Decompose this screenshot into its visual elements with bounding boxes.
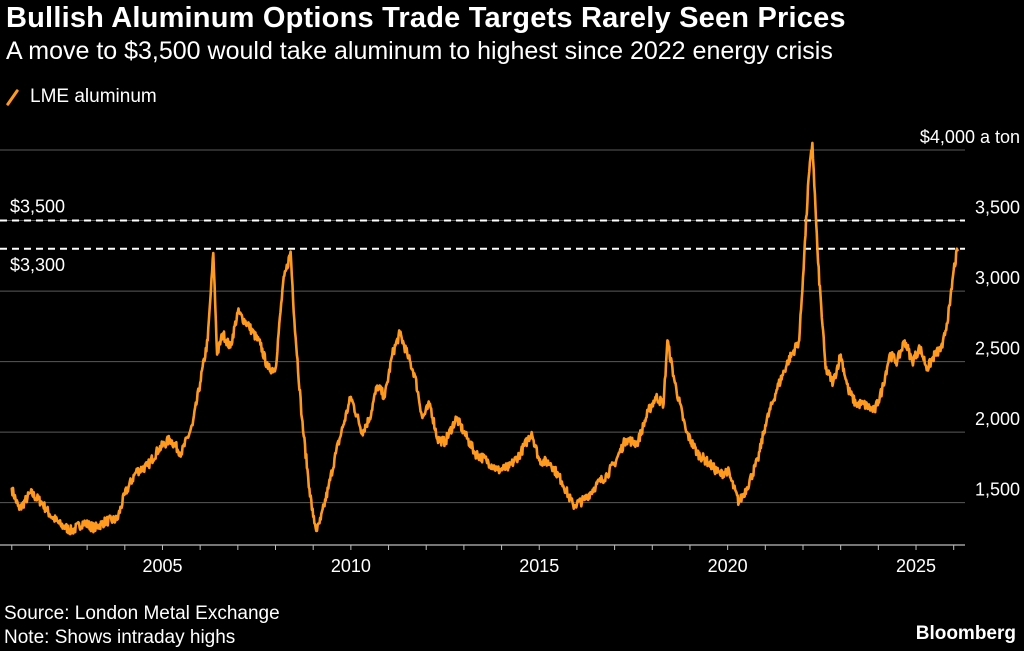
- y-tick-label: 3,500: [975, 198, 1020, 218]
- x-tick-label: 2010: [331, 556, 371, 576]
- y-tick-label: 1,500: [975, 480, 1020, 500]
- source-note: Source: London Metal Exchange: [4, 603, 280, 624]
- reference-lines: $3,500 $3,300: [0, 197, 965, 275]
- series-layer: [10, 141, 959, 536]
- chart-subtitle: A move to $3,500 would take aluminum to …: [6, 37, 833, 65]
- y-tick-label: 3,000: [975, 268, 1020, 288]
- legend-label: LME aluminum: [30, 86, 157, 107]
- x-tick-label: 2015: [519, 556, 559, 576]
- x-axis: 2005 2010 2015 2020 2025: [0, 544, 965, 576]
- reference-label: $3,300: [10, 255, 65, 275]
- gridlines: [0, 149, 965, 504]
- y-tick-label: 2,000: [975, 409, 1020, 429]
- y-axis: 1,500 2,000 2,500 3,000 3,500 $4,000 a ton: [920, 127, 1020, 500]
- y-tick-label: 2,500: [975, 339, 1020, 359]
- x-tick-label: 2020: [708, 556, 748, 576]
- x-tick-label: 2025: [896, 556, 936, 576]
- x-tick-label: 2005: [142, 556, 182, 576]
- bloomberg-logo: Bloomberg: [915, 623, 1016, 644]
- chart-title: Bullish Aluminum Options Trade Targets R…: [6, 2, 846, 34]
- y-tick-label: $4,000 a ton: [920, 127, 1020, 147]
- series-line-lme-aluminum: [10, 141, 959, 536]
- footnote: Note: Shows intraday highs: [4, 627, 236, 648]
- legend: LME aluminum: [6, 86, 157, 108]
- reference-label: $3,500: [10, 197, 65, 217]
